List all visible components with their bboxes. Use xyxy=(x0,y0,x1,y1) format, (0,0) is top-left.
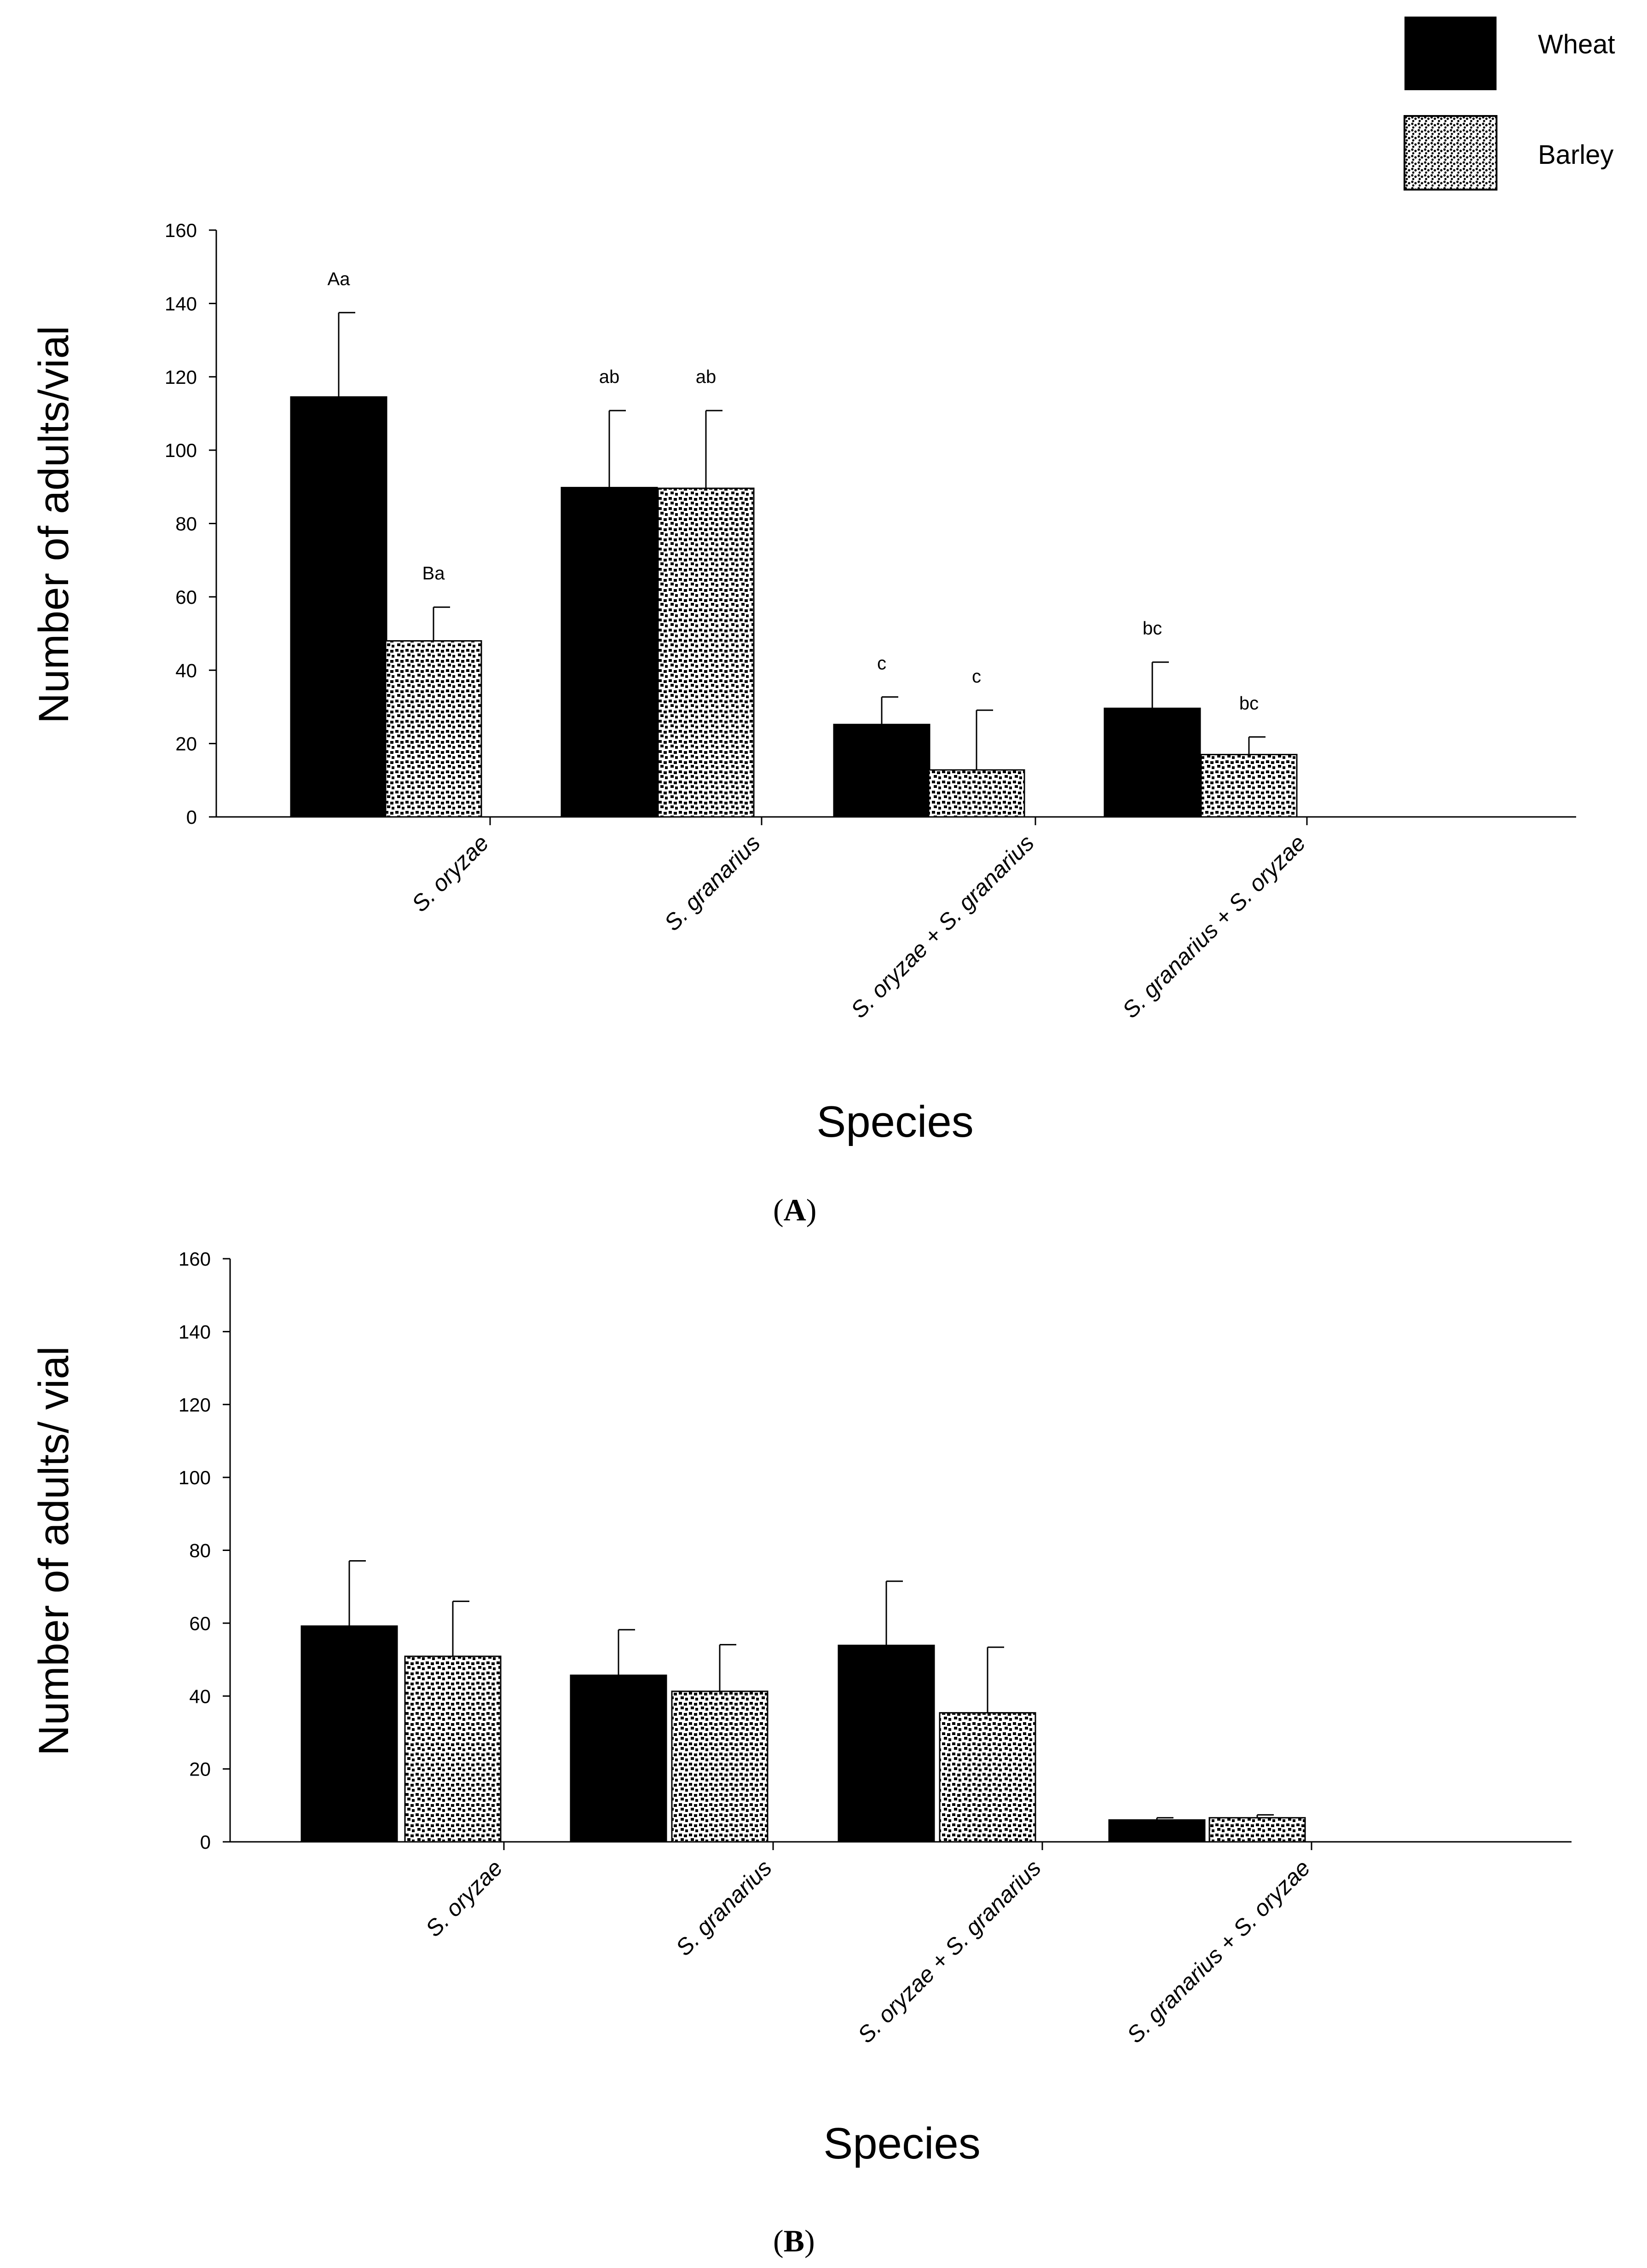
bar-wheat-s-oryzae-s-granarius xyxy=(833,723,930,818)
y-tick-label: 100 xyxy=(165,440,197,461)
y-tick-label: 40 xyxy=(175,660,197,681)
x-category-label: S. granarius xyxy=(659,830,765,936)
bar-wheat-s-granarius xyxy=(570,1674,667,1843)
legend-item-wheat: Wheat xyxy=(1404,17,1615,90)
x-category-label: S. oryzae + S. granarius xyxy=(846,830,1039,1023)
y-axis-title: Number of adults/ vial xyxy=(30,1346,77,1756)
y-tick-label: 160 xyxy=(165,220,197,241)
y-tick-label: 80 xyxy=(175,513,197,535)
bar-barley-s-oryzae-s-granarius xyxy=(939,1712,1036,1843)
legend-swatch-wheat xyxy=(1404,17,1497,90)
bar-barley-s-granarius xyxy=(671,1690,769,1843)
bar-wheat-s-oryzae-s-granarius xyxy=(838,1644,935,1843)
x-category-label: S. oryzae xyxy=(421,1855,508,1942)
bar-barley-s-oryzae-s-granarius xyxy=(928,769,1025,818)
bar-wheat-s-granarius-s-oryzae xyxy=(1104,707,1201,818)
bar-wheat-s-oryzae xyxy=(290,396,387,818)
y-tick-label: 160 xyxy=(179,1248,211,1270)
bar-wheat-s-granarius-s-oryzae xyxy=(1108,1819,1206,1843)
legend-item-barley: Barley xyxy=(1404,115,1613,191)
bar-barley-s-oryzae xyxy=(385,640,482,818)
y-tick-label: 20 xyxy=(189,1759,211,1780)
y-tick-label: 120 xyxy=(179,1394,211,1416)
significance-label: ab xyxy=(599,367,620,387)
significance-label: bc xyxy=(1143,619,1162,639)
x-category-label: S. granarius xyxy=(671,1855,777,1961)
panel-label-a: (A) xyxy=(773,1192,816,1227)
significance-label: c xyxy=(972,666,981,687)
panel-label-a-letter: A xyxy=(784,1192,806,1227)
y-tick-label: 40 xyxy=(189,1685,211,1707)
y-tick-label: 0 xyxy=(200,1831,211,1853)
bar-barley-s-granarius-s-oryzae xyxy=(1200,754,1298,818)
y-axis-title: Number of adults/vial xyxy=(30,326,77,723)
x-category-label: S. granarius + S. oryzae xyxy=(1122,1855,1315,2048)
significance-label: bc xyxy=(1239,693,1259,713)
x-axis-title: Species xyxy=(816,1097,974,1146)
y-tick-label: 60 xyxy=(189,1613,211,1634)
y-tick-label: 100 xyxy=(179,1467,211,1488)
bar-barley-s-oryzae xyxy=(404,1655,502,1843)
x-axis-title: Species xyxy=(823,2119,981,2168)
legend-label-wheat: Wheat xyxy=(1538,29,1615,59)
chart-panel-a: 0 20 40 60 80 100 120 140 160 Aa ab c bc Ba ab c bc S. or… xyxy=(30,220,1576,1146)
y-tick-label: 0 xyxy=(186,806,197,828)
legend-swatch-barley xyxy=(1404,115,1497,191)
panel-label-b: (B) xyxy=(773,2223,815,2258)
panel-label-b-letter: B xyxy=(784,2223,804,2258)
y-tick-label: 140 xyxy=(165,293,197,314)
significance-label: Ba xyxy=(422,563,445,584)
bar-barley-s-granarius xyxy=(657,487,755,818)
significance-label: Aa xyxy=(328,269,351,289)
bar-wheat-s-oryzae xyxy=(301,1625,398,1843)
legend: Wheat Barley xyxy=(1404,17,1615,191)
bar-wheat-s-granarius xyxy=(561,486,658,818)
y-tick-label: 60 xyxy=(175,586,197,608)
y-tick-label: 120 xyxy=(165,366,197,388)
y-tick-label: 80 xyxy=(189,1540,211,1562)
significance-label: c xyxy=(877,653,886,673)
x-category-label: S. granarius + S. oryzae xyxy=(1117,830,1311,1023)
y-tick-label: 20 xyxy=(175,733,197,755)
x-category-label: S. oryzae + S. granarius xyxy=(853,1855,1046,2048)
significance-label: ab xyxy=(696,367,717,387)
y-tick-label: 140 xyxy=(179,1321,211,1342)
x-category-label: S. oryzae xyxy=(407,830,494,917)
legend-label-barley: Barley xyxy=(1538,140,1613,170)
bar-barley-s-granarius-s-oryzae xyxy=(1208,1817,1306,1843)
chart-panel-b: 0 20 40 60 80 100 120 140 160 S. oryzae S. granari… xyxy=(30,1248,1572,2168)
